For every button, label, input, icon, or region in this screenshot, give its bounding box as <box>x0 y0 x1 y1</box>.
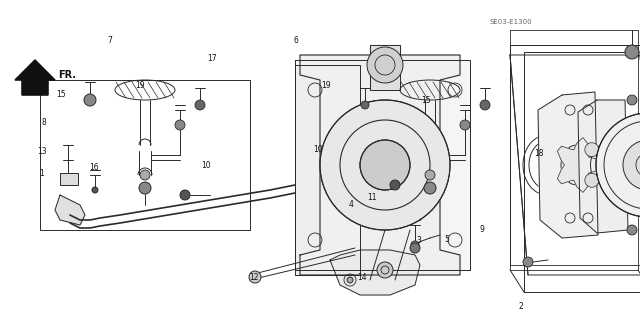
Polygon shape <box>295 60 470 270</box>
Circle shape <box>621 158 635 172</box>
Text: FR.: FR. <box>58 70 76 80</box>
Circle shape <box>596 113 640 217</box>
Polygon shape <box>330 250 420 295</box>
Text: 15: 15 <box>56 90 66 99</box>
Circle shape <box>627 225 637 235</box>
Circle shape <box>249 271 261 283</box>
Circle shape <box>607 133 621 147</box>
Polygon shape <box>578 100 628 233</box>
Circle shape <box>320 100 450 230</box>
Text: 3: 3 <box>416 236 421 245</box>
Text: 9: 9 <box>480 225 485 234</box>
Text: 19: 19 <box>321 81 331 90</box>
Circle shape <box>585 173 599 187</box>
Circle shape <box>410 243 420 253</box>
Circle shape <box>140 170 150 180</box>
Text: 4: 4 <box>349 200 354 209</box>
Circle shape <box>623 140 640 190</box>
Circle shape <box>585 143 599 157</box>
Circle shape <box>361 101 369 109</box>
Polygon shape <box>370 45 400 90</box>
Circle shape <box>347 277 353 283</box>
Circle shape <box>627 95 637 105</box>
Bar <box>60 173 78 185</box>
Circle shape <box>411 241 419 249</box>
Text: 16: 16 <box>90 163 99 172</box>
Text: 1: 1 <box>40 169 44 178</box>
Circle shape <box>377 262 393 278</box>
Circle shape <box>460 120 470 130</box>
Text: 12: 12 <box>250 273 259 282</box>
Polygon shape <box>538 92 598 238</box>
Circle shape <box>139 182 151 194</box>
Text: 5: 5 <box>445 235 450 244</box>
Polygon shape <box>55 195 85 225</box>
Circle shape <box>390 180 400 190</box>
Circle shape <box>424 182 436 194</box>
Polygon shape <box>15 60 55 95</box>
Circle shape <box>360 140 410 190</box>
Circle shape <box>195 100 205 110</box>
Text: 7: 7 <box>108 36 113 45</box>
Text: 13: 13 <box>37 147 47 156</box>
Text: 2: 2 <box>518 302 523 311</box>
Circle shape <box>480 100 490 110</box>
Circle shape <box>625 45 639 59</box>
Text: 17: 17 <box>207 54 216 63</box>
Text: 15: 15 <box>421 96 431 105</box>
Polygon shape <box>557 137 600 192</box>
Text: 14: 14 <box>357 273 367 282</box>
Circle shape <box>367 47 403 83</box>
Text: 18: 18 <box>534 149 544 158</box>
Circle shape <box>175 120 185 130</box>
Circle shape <box>180 190 190 200</box>
Circle shape <box>84 94 96 106</box>
Text: 10: 10 <box>314 145 323 154</box>
Circle shape <box>425 170 435 180</box>
Text: 10: 10 <box>202 161 211 170</box>
Text: 19: 19 <box>136 81 145 90</box>
Polygon shape <box>300 55 460 275</box>
Circle shape <box>607 183 621 197</box>
Text: 11: 11 <box>367 193 376 202</box>
Text: 8: 8 <box>42 118 46 127</box>
Polygon shape <box>295 65 360 275</box>
Circle shape <box>92 187 98 193</box>
Bar <box>40 80 250 230</box>
Circle shape <box>523 257 533 267</box>
Text: SE03-E1300: SE03-E1300 <box>490 19 532 25</box>
Text: 6: 6 <box>293 36 298 45</box>
